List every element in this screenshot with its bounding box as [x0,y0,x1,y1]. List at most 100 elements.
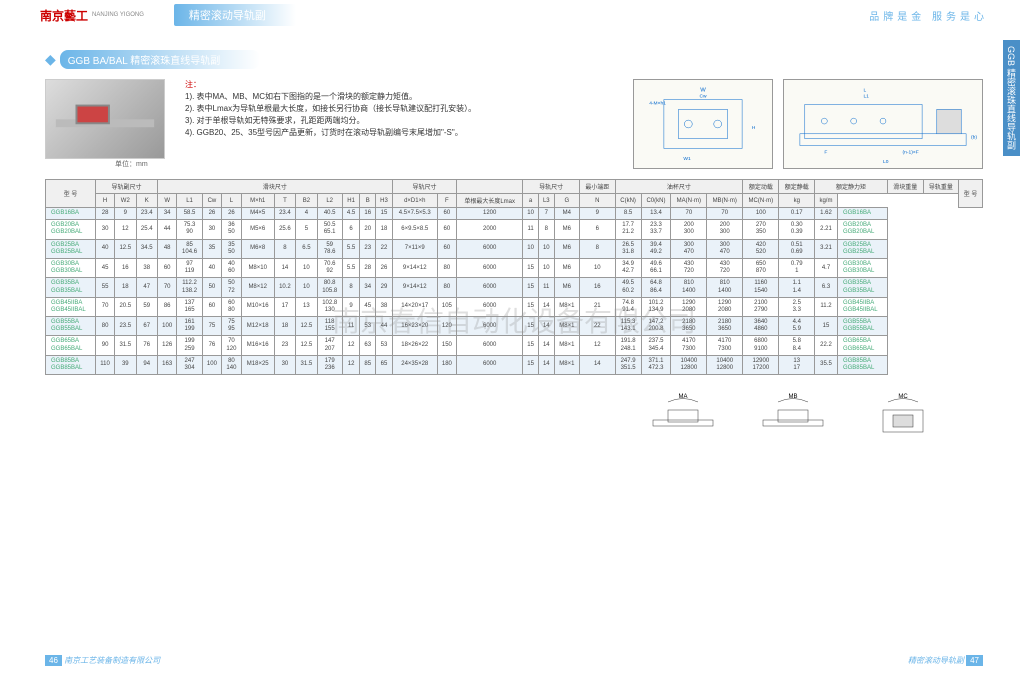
data-cell: 15 [815,317,838,336]
data-cell: 100 [157,317,177,336]
data-cell: 430720 [707,258,743,277]
data-cell: 50 [202,278,222,297]
data-cell: M6×8 [241,239,274,258]
data-cell: 64.886.4 [641,278,671,297]
data-cell: 60 [157,258,177,277]
data-cell: 1.11.4 [779,278,815,297]
data-cell: 60 [437,220,457,239]
data-cell: 430720 [671,258,707,277]
data-cell: 23.4 [136,208,157,220]
col-header: W [157,194,177,208]
data-cell: 21803650 [671,317,707,336]
data-cell: 8101400 [671,278,707,297]
data-cell: 70.692 [317,258,342,277]
data-cell: 10 [538,239,554,258]
diagram-front: WCw4-M×h1HW1 [633,79,773,169]
data-cell: 23.4 [274,208,295,220]
data-cell: 70 [707,208,743,220]
data-cell: 14×20×17 [392,297,437,316]
model-cell: GGB35BAGGB35BAL [837,278,887,297]
col-header: C(kN) [615,194,641,208]
top-content: 单位：mm 注： 1). 表中MA、MB、MC如右下图指的是一个滑块的额定静力矩… [0,79,1028,169]
data-cell: 16 [360,208,376,220]
data-cell: 4.5 [342,208,360,220]
model-cell: GGB20BAGGB20BAL [46,220,96,239]
data-cell: 11.2 [815,297,838,316]
data-cell: 23.5 [115,317,136,336]
col-header: B2 [296,194,317,208]
data-cell: 6000 [457,355,523,374]
data-cell: 147207 [317,336,342,355]
data-cell: 38 [376,297,393,316]
model-cell: GGB16BA [46,208,96,220]
data-cell: 49.666.1 [641,258,671,277]
group-header [457,180,523,194]
data-cell: 94 [136,355,157,374]
data-cell: 10 [296,258,317,277]
col-header: B [360,194,376,208]
data-cell: 35 [202,239,222,258]
svg-text:L0: L0 [883,159,889,165]
col-header: H1 [342,194,360,208]
data-cell: 41707300 [707,336,743,355]
data-cell: M8×12 [241,278,274,297]
data-cell: M6 [554,258,579,277]
data-cell: 40 [96,239,115,258]
data-cell: 6080 [222,297,242,316]
data-cell: M6 [554,278,579,297]
data-cell: 150 [437,336,457,355]
data-cell: 180 [437,355,457,374]
data-cell: 11 [523,220,539,239]
data-cell: 300470 [671,239,707,258]
table-row: GGB30BAGGB30BAL4516386097119404060M8×101… [46,258,983,277]
data-cell: 9×14×12 [392,278,437,297]
col-header: H [96,194,115,208]
data-cell: 76 [136,336,157,355]
svg-text:4-M×h1: 4-M×h1 [649,100,666,106]
col-header: Cw [202,194,222,208]
note-2: 2). 表中Lmax为导轨单根最大长度，如接长另行协商（接长导轨建议配打孔安装）… [185,103,476,115]
data-cell: 3650 [222,220,242,239]
data-cell: 22.2 [815,336,838,355]
svg-text:MC: MC [898,394,908,400]
col-header: T [274,194,295,208]
data-cell: 10.2 [274,278,295,297]
data-cell: 179236 [317,355,342,374]
data-cell: M6 [554,220,579,239]
col-header: MC(N·m) [743,194,779,208]
data-cell: 14 [580,355,616,374]
data-cell: 80 [437,278,457,297]
data-cell: 65 [376,355,393,374]
data-cell: M5×6 [241,220,274,239]
data-cell: 7595 [222,317,242,336]
data-cell: 22 [580,317,616,336]
group-header: 最小端距 [580,180,616,194]
data-cell: 112.2138.2 [177,278,202,297]
table-row: GGB25BAGGB25BAL4012.534.54885104.6353550… [46,239,983,258]
data-cell: 9 [580,208,616,220]
data-cell: 39.449.2 [641,239,671,258]
spec-table: 型 号导轨副尺寸滑块尺寸导轨尺寸导轨尺寸最小端距油杯尺寸额定动载额定静载额定静力… [45,179,983,375]
logo-subtitle: NANJING YIGONG [92,12,144,18]
data-cell: 45 [96,258,115,277]
section-title: ◆ GGB BA/BAL 精密滚珠直线导轨副 [45,50,1028,69]
tech-diagrams: WCw4-M×h1HW1 LL1F(n-1)×FL0(b) [633,79,983,169]
model-cell: GGB45IIBAGGB45IIBAL [837,297,887,316]
col-header: C0(kN) [641,194,671,208]
data-cell: 5.88.4 [779,336,815,355]
col-header: MB(N·m) [707,194,743,208]
group-header: 滑块尺寸 [157,180,392,194]
side-tab: GGB 精密滚珠直线导轨副 [1003,40,1020,156]
model-cell: GGB35BAGGB35BAL [46,278,96,297]
spec-table-wrap: 型 号导轨副尺寸滑块尺寸导轨尺寸导轨尺寸最小端距油杯尺寸额定动载额定静载额定静力… [0,169,1028,385]
data-cell: 8 [274,239,295,258]
data-cell: 16 [115,258,136,277]
data-cell: 38 [136,258,157,277]
diagram-mc: MC [858,390,948,440]
data-cell: 70120 [222,336,242,355]
data-cell: 420520 [743,239,779,258]
data-cell: 13.4 [641,208,671,220]
data-cell: 34 [360,278,376,297]
model-cell: GGB20BAGGB20BAL [837,220,887,239]
svg-text:Cw: Cw [699,94,707,100]
